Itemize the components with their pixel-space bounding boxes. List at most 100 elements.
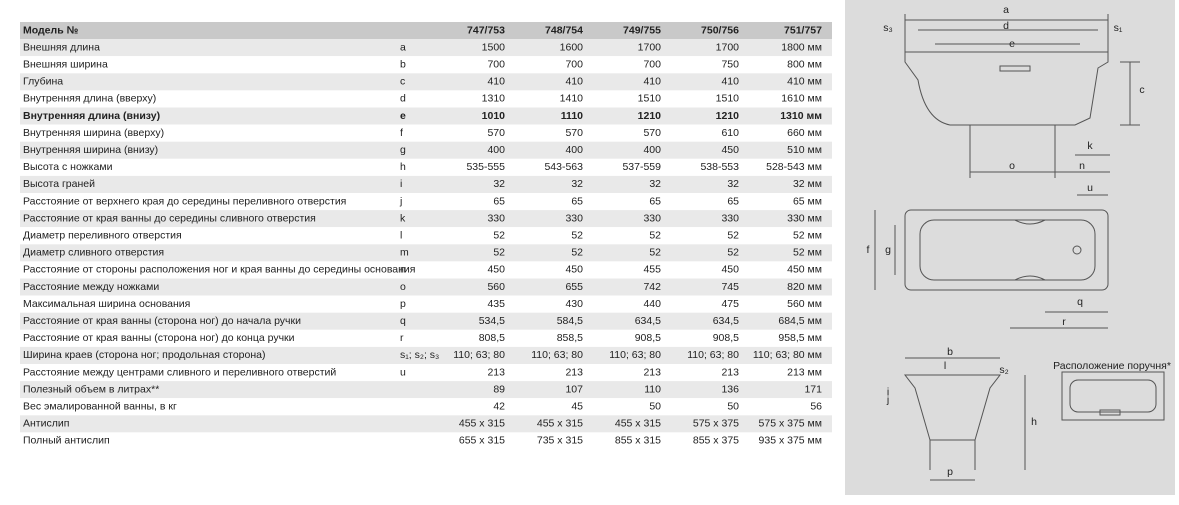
row-letter: c bbox=[400, 76, 405, 88]
cell-value: 410 bbox=[643, 76, 661, 88]
cell-value: 213 мм bbox=[787, 366, 822, 378]
diagram-label: c bbox=[1139, 84, 1144, 96]
header-cell: 751/757 bbox=[784, 24, 822, 36]
cell-value: 450 bbox=[487, 264, 505, 276]
cell-value: 65 bbox=[727, 195, 739, 207]
cell-value: 560 bbox=[487, 281, 505, 293]
cell-value: 700 bbox=[487, 59, 505, 71]
row-letter: i bbox=[400, 178, 402, 190]
table-row bbox=[20, 329, 832, 347]
row-letter: p bbox=[400, 298, 406, 310]
row-label: Расстояние между центрами сливного и пер… bbox=[23, 366, 336, 378]
cell-value: 400 bbox=[565, 144, 583, 156]
cell-value: 32 bbox=[649, 178, 661, 190]
cell-value: 330 мм bbox=[787, 212, 822, 224]
cell-value: 213 bbox=[643, 366, 661, 378]
row-letter: u bbox=[400, 366, 406, 378]
cell-value: 570 bbox=[565, 127, 583, 139]
row-letter: d bbox=[400, 93, 406, 105]
row-letter: b bbox=[400, 59, 406, 71]
diagram bbox=[874, 14, 1165, 481]
row-letter: m bbox=[400, 247, 409, 259]
cell-value: 410 bbox=[565, 76, 583, 88]
cell-value: 213 bbox=[487, 366, 505, 378]
diagram-label: d bbox=[1003, 20, 1009, 32]
cell-value: 1610 мм bbox=[781, 93, 822, 105]
cell-value: 455 x 315 bbox=[537, 418, 583, 430]
row-letter: a bbox=[400, 41, 406, 53]
header-cell: 749/755 bbox=[623, 24, 661, 36]
row-letter: q bbox=[400, 315, 406, 327]
cell-value: 1210 bbox=[716, 110, 740, 122]
diagram-label: j bbox=[886, 394, 889, 406]
cell-value: 410 bbox=[487, 76, 505, 88]
row-label: Расстояние от края ванны (сторона ног) д… bbox=[23, 332, 295, 344]
cell-value: 330 bbox=[643, 212, 661, 224]
diagram-label: q bbox=[1077, 296, 1083, 308]
cell-value: 110; 63; 80 bbox=[453, 349, 505, 361]
row-label: Диаметр сливного отверстия bbox=[23, 247, 164, 259]
row-label: Внутренняя ширина (внизу) bbox=[23, 144, 158, 156]
cell-value: 475 bbox=[721, 298, 739, 310]
diagram-label: g bbox=[885, 244, 891, 256]
cell-value: 110; 63; 80 bbox=[609, 349, 661, 361]
cell-value: 52 мм bbox=[793, 247, 822, 259]
cell-value: 450 bbox=[721, 264, 739, 276]
cell-value: 745 bbox=[721, 281, 739, 293]
row-label: Расстояние от края ванны до середины сли… bbox=[23, 212, 316, 224]
cell-value: 537-559 bbox=[622, 161, 661, 173]
cell-value: 110 bbox=[644, 383, 661, 395]
row-letter: k bbox=[400, 212, 406, 224]
cell-value: 50 bbox=[727, 401, 739, 413]
cell-value: 65 bbox=[493, 195, 505, 207]
cell-value: 1700 bbox=[716, 41, 740, 53]
cell-value: 65 bbox=[571, 195, 583, 207]
cell-value: 538-553 bbox=[700, 161, 739, 173]
cell-value: 575 x 375 bbox=[693, 418, 739, 430]
cell-value: 575 x 375 мм bbox=[759, 418, 822, 430]
table-row bbox=[20, 398, 832, 416]
row-letter: o bbox=[400, 281, 406, 293]
cell-value: 410 bbox=[721, 76, 739, 88]
row-label: Максимальная ширина основания bbox=[23, 298, 190, 310]
cell-value: 570 bbox=[487, 127, 505, 139]
cell-value: 684,5 мм bbox=[778, 315, 822, 327]
cell-value: 610 bbox=[721, 127, 739, 139]
diagram-label: a bbox=[1003, 4, 1009, 16]
row-label: Внутренняя длина (вверху) bbox=[23, 93, 156, 105]
cell-value: 450 bbox=[721, 144, 739, 156]
cell-value: 107 bbox=[565, 383, 583, 395]
cell-value: 1310 bbox=[482, 93, 506, 105]
cell-value: 935 x 375 мм bbox=[759, 435, 822, 447]
table-row bbox=[20, 124, 832, 142]
cell-value: 800 мм bbox=[787, 59, 822, 71]
table-row bbox=[20, 141, 832, 159]
cell-value: 65 мм bbox=[793, 195, 822, 207]
cell-value: 330 bbox=[721, 212, 739, 224]
cell-value: 52 bbox=[727, 247, 739, 259]
cell-value: 750 bbox=[721, 59, 739, 71]
cell-value: 1500 bbox=[482, 41, 506, 53]
cell-value: 52 bbox=[649, 247, 661, 259]
cell-value: 450 мм bbox=[787, 264, 822, 276]
row-label: Глубина bbox=[23, 76, 63, 88]
cell-value: 89 bbox=[493, 383, 505, 395]
row-letter: l bbox=[400, 230, 402, 242]
row-letter: s₁; s₂; s₃ bbox=[400, 349, 439, 361]
cell-value: 400 bbox=[643, 144, 661, 156]
cell-value: 858,5 bbox=[557, 332, 583, 344]
row-letter: j bbox=[399, 195, 402, 207]
diagram-label: b bbox=[947, 346, 953, 358]
row-label: Расстояние от стороны расположения ног и… bbox=[23, 264, 415, 276]
cell-value: 42 bbox=[493, 401, 505, 413]
cell-value: 50 bbox=[649, 401, 661, 413]
cell-value: 634,5 bbox=[713, 315, 739, 327]
table-row bbox=[20, 278, 832, 296]
diagram-label: k bbox=[1087, 140, 1093, 152]
header-cell: 748/754 bbox=[545, 24, 583, 36]
header-cell: 750/756 bbox=[701, 24, 739, 36]
row-label: Диаметр переливного отверстия bbox=[23, 230, 182, 242]
cell-value: 1310 мм bbox=[780, 110, 822, 122]
cell-value: 455 x 315 bbox=[459, 418, 505, 430]
cell-value: 52 bbox=[571, 247, 583, 259]
